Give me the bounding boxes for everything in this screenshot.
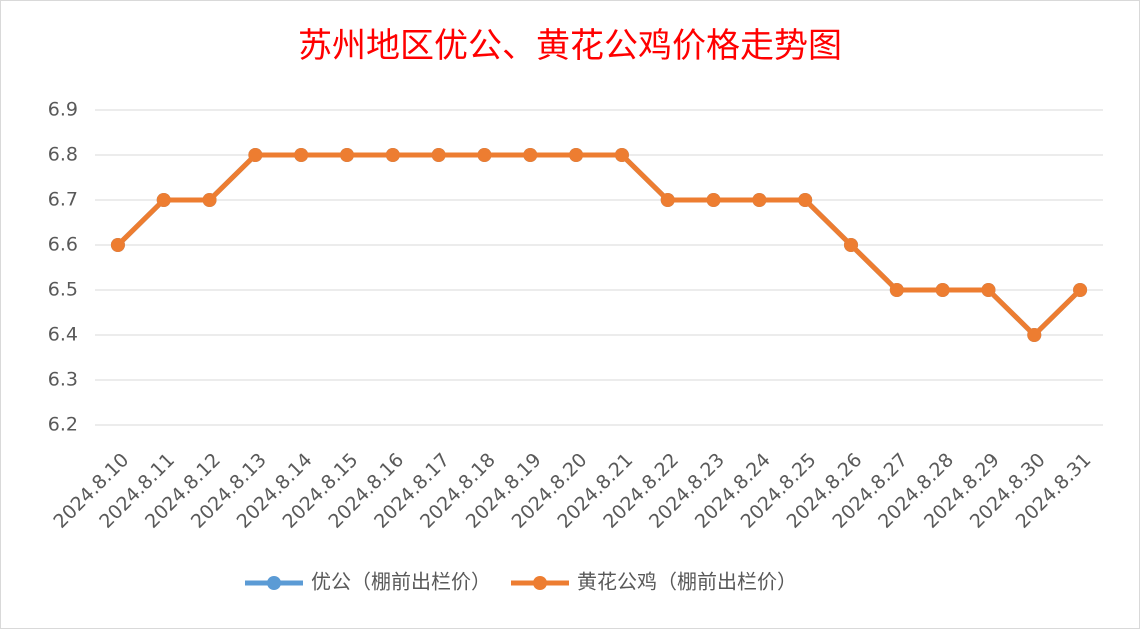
legend-marker (533, 576, 547, 590)
data-point (935, 283, 950, 297)
y-tick-label: 6.2 (48, 414, 78, 436)
data-point (844, 238, 858, 252)
data-point (981, 283, 996, 297)
y-tick-label: 6.9 (48, 99, 78, 121)
chart-title: 苏州地区优公、黄花公鸡价格走势图 (298, 26, 842, 66)
legend-label: 黄花公鸡（棚前出栏价） (577, 570, 797, 594)
y-tick-label: 6.3 (48, 369, 78, 391)
y-tick-label: 6.7 (48, 189, 78, 211)
data-point (385, 148, 400, 162)
data-point (523, 148, 538, 162)
data-point (889, 283, 904, 297)
series-line (116, 152, 1082, 338)
data-point (706, 193, 721, 207)
data-point (202, 193, 217, 207)
data-point (156, 193, 171, 207)
data-point (798, 193, 813, 207)
data-point (110, 238, 125, 252)
y-tick-label: 6.8 (48, 144, 78, 166)
data-point (660, 193, 675, 207)
data-point (1073, 283, 1088, 297)
data-point (614, 148, 629, 162)
y-tick-label: 6.6 (48, 234, 78, 256)
data-point (569, 148, 584, 162)
data-point (340, 148, 354, 162)
data-point (1027, 328, 1042, 342)
data-point (477, 148, 492, 162)
data-point (294, 148, 309, 162)
y-tick-label: 6.5 (48, 279, 78, 301)
data-point (248, 148, 263, 162)
legend-marker (267, 576, 281, 590)
legend-label: 优公（棚前出栏价） (311, 570, 491, 594)
data-point (431, 148, 446, 162)
y-tick-label: 6.4 (48, 324, 78, 346)
data-point (752, 193, 767, 207)
